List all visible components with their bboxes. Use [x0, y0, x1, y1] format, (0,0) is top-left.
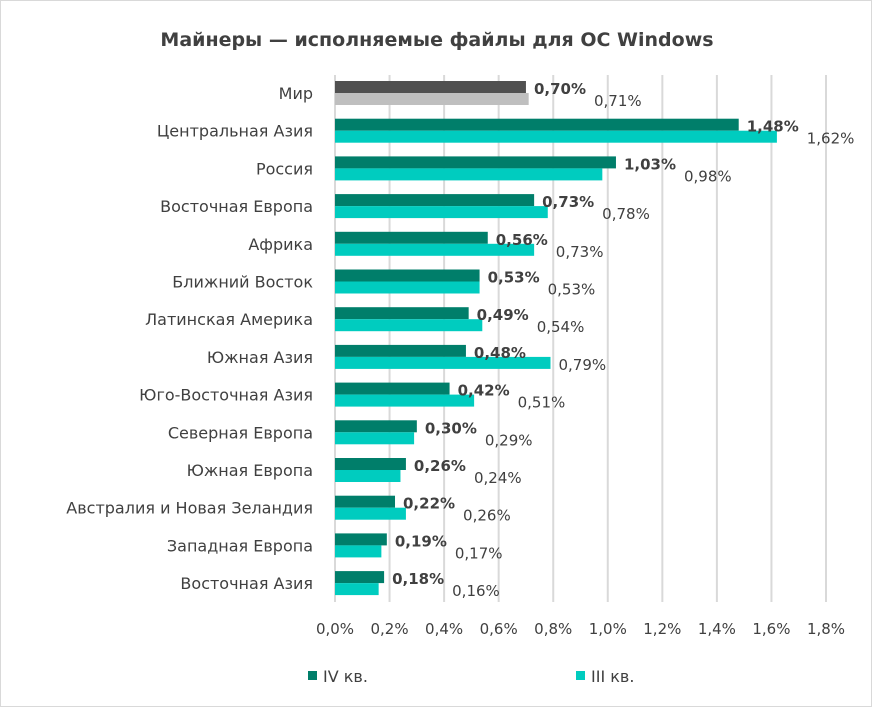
data-label-q4: 1,03%	[624, 155, 676, 173]
bar-q3	[335, 432, 415, 445]
data-label-q3: 0,54%	[537, 318, 585, 336]
data-label-q4: 0,42%	[458, 382, 510, 400]
bar-q3	[335, 583, 379, 596]
data-label-q3: 0,79%	[558, 356, 606, 374]
data-label-q4: 0,19%	[395, 532, 447, 550]
x-tick-label: 1,4%	[698, 620, 736, 638]
data-label-q3: 0,16%	[452, 582, 500, 600]
data-label-q4: 0,49%	[477, 306, 529, 324]
category-label: Южная Азия	[207, 348, 313, 367]
x-tick-label: 0,6%	[480, 620, 518, 638]
bar-q3	[335, 243, 535, 256]
category-label: Восточная Европа	[160, 197, 313, 216]
data-label-q3: 0,98%	[684, 167, 732, 185]
chart-title: Майнеры — исполняемые файлы для ОС Windo…	[160, 29, 713, 51]
category-label: Западная Европа	[167, 536, 313, 555]
bar-q4	[335, 420, 417, 433]
bar-q4	[335, 344, 466, 357]
data-label-q4: 0,30%	[425, 419, 477, 437]
x-tick-label: 0,2%	[371, 620, 409, 638]
data-label-q3: 0,24%	[474, 469, 522, 487]
bar-q3	[335, 356, 551, 369]
bar-q4	[335, 231, 488, 244]
x-tick-label: 1,6%	[752, 620, 790, 638]
bar-q4	[335, 194, 535, 207]
category-label: Центральная Азия	[157, 122, 313, 141]
category-label: Северная Европа	[168, 423, 313, 442]
x-tick-label: 1,8%	[807, 620, 845, 638]
category-label: Латинская Америка	[145, 310, 313, 329]
bar-q4	[335, 307, 469, 320]
data-label-q3: 0,53%	[548, 281, 596, 299]
bar-q3	[335, 281, 480, 294]
category-label: Россия	[256, 159, 313, 178]
data-label-q3: 0,29%	[485, 431, 533, 449]
category-label: Африка	[248, 235, 313, 254]
bar-q3	[335, 130, 777, 143]
category-label: Восточная Азия	[180, 574, 313, 593]
x-tick-label: 1,2%	[643, 620, 681, 638]
bar-q4	[335, 269, 480, 282]
bar-q3	[335, 206, 548, 219]
bar-q4	[335, 571, 385, 584]
bar-q3	[335, 545, 382, 558]
x-tick-label: 1,0%	[589, 620, 627, 638]
bar-q4	[335, 382, 450, 395]
data-label-q4: 0,26%	[414, 457, 466, 475]
bar-q3	[335, 93, 529, 105]
bar-q4	[335, 156, 616, 169]
bar-q3	[335, 168, 603, 181]
data-label-q3: 1,62%	[807, 130, 855, 148]
category-label: Юго-Восточная Азия	[139, 386, 313, 405]
data-label-q4: 0,18%	[392, 570, 444, 588]
data-label-q4: 0,70%	[534, 80, 586, 98]
bar-q4	[335, 81, 526, 93]
data-label-q4: 0,56%	[496, 231, 548, 249]
data-label-q4: 0,73%	[542, 193, 594, 211]
category-label: Мир	[279, 84, 313, 103]
data-label-q3: 0,71%	[594, 92, 642, 110]
legend-label-q3: III кв.	[591, 667, 634, 686]
category-label: Ближний Восток	[172, 273, 313, 292]
x-tick-label: 0,8%	[534, 620, 572, 638]
x-tick-label: 0,4%	[425, 620, 463, 638]
data-label-q3: 0,51%	[518, 394, 566, 412]
bar-q4	[335, 118, 739, 131]
data-label-q4: 0,53%	[488, 269, 540, 287]
bar-q4	[335, 533, 387, 546]
legend-swatch-q3	[576, 671, 585, 680]
bar-q3	[335, 319, 483, 332]
data-label-q3: 0,26%	[463, 507, 511, 525]
data-label-q3: 0,17%	[455, 544, 503, 562]
bar-q3	[335, 394, 475, 407]
bar-q3	[335, 507, 406, 520]
category-label: Австралия и Новая Зеландия	[66, 499, 313, 518]
data-label-q4: 0,22%	[403, 495, 455, 513]
category-label: Южная Европа	[187, 461, 313, 480]
x-tick-label: 0,0%	[316, 620, 354, 638]
bar-q3	[335, 470, 401, 482]
data-label-q4: 1,48%	[747, 118, 799, 136]
data-label-q3: 0,73%	[556, 243, 604, 261]
bar-q4	[335, 458, 406, 470]
bar-q4	[335, 495, 396, 508]
data-label-q3: 0,78%	[602, 205, 650, 223]
data-label-q4: 0,48%	[474, 344, 526, 362]
legend-label-q4: IV кв.	[323, 667, 368, 686]
legend-swatch-q4	[308, 671, 317, 680]
